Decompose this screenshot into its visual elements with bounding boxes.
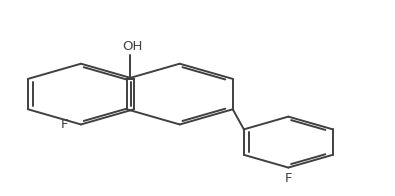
Text: OH: OH: [122, 40, 143, 54]
Text: F: F: [61, 118, 68, 131]
Text: F: F: [285, 172, 292, 185]
